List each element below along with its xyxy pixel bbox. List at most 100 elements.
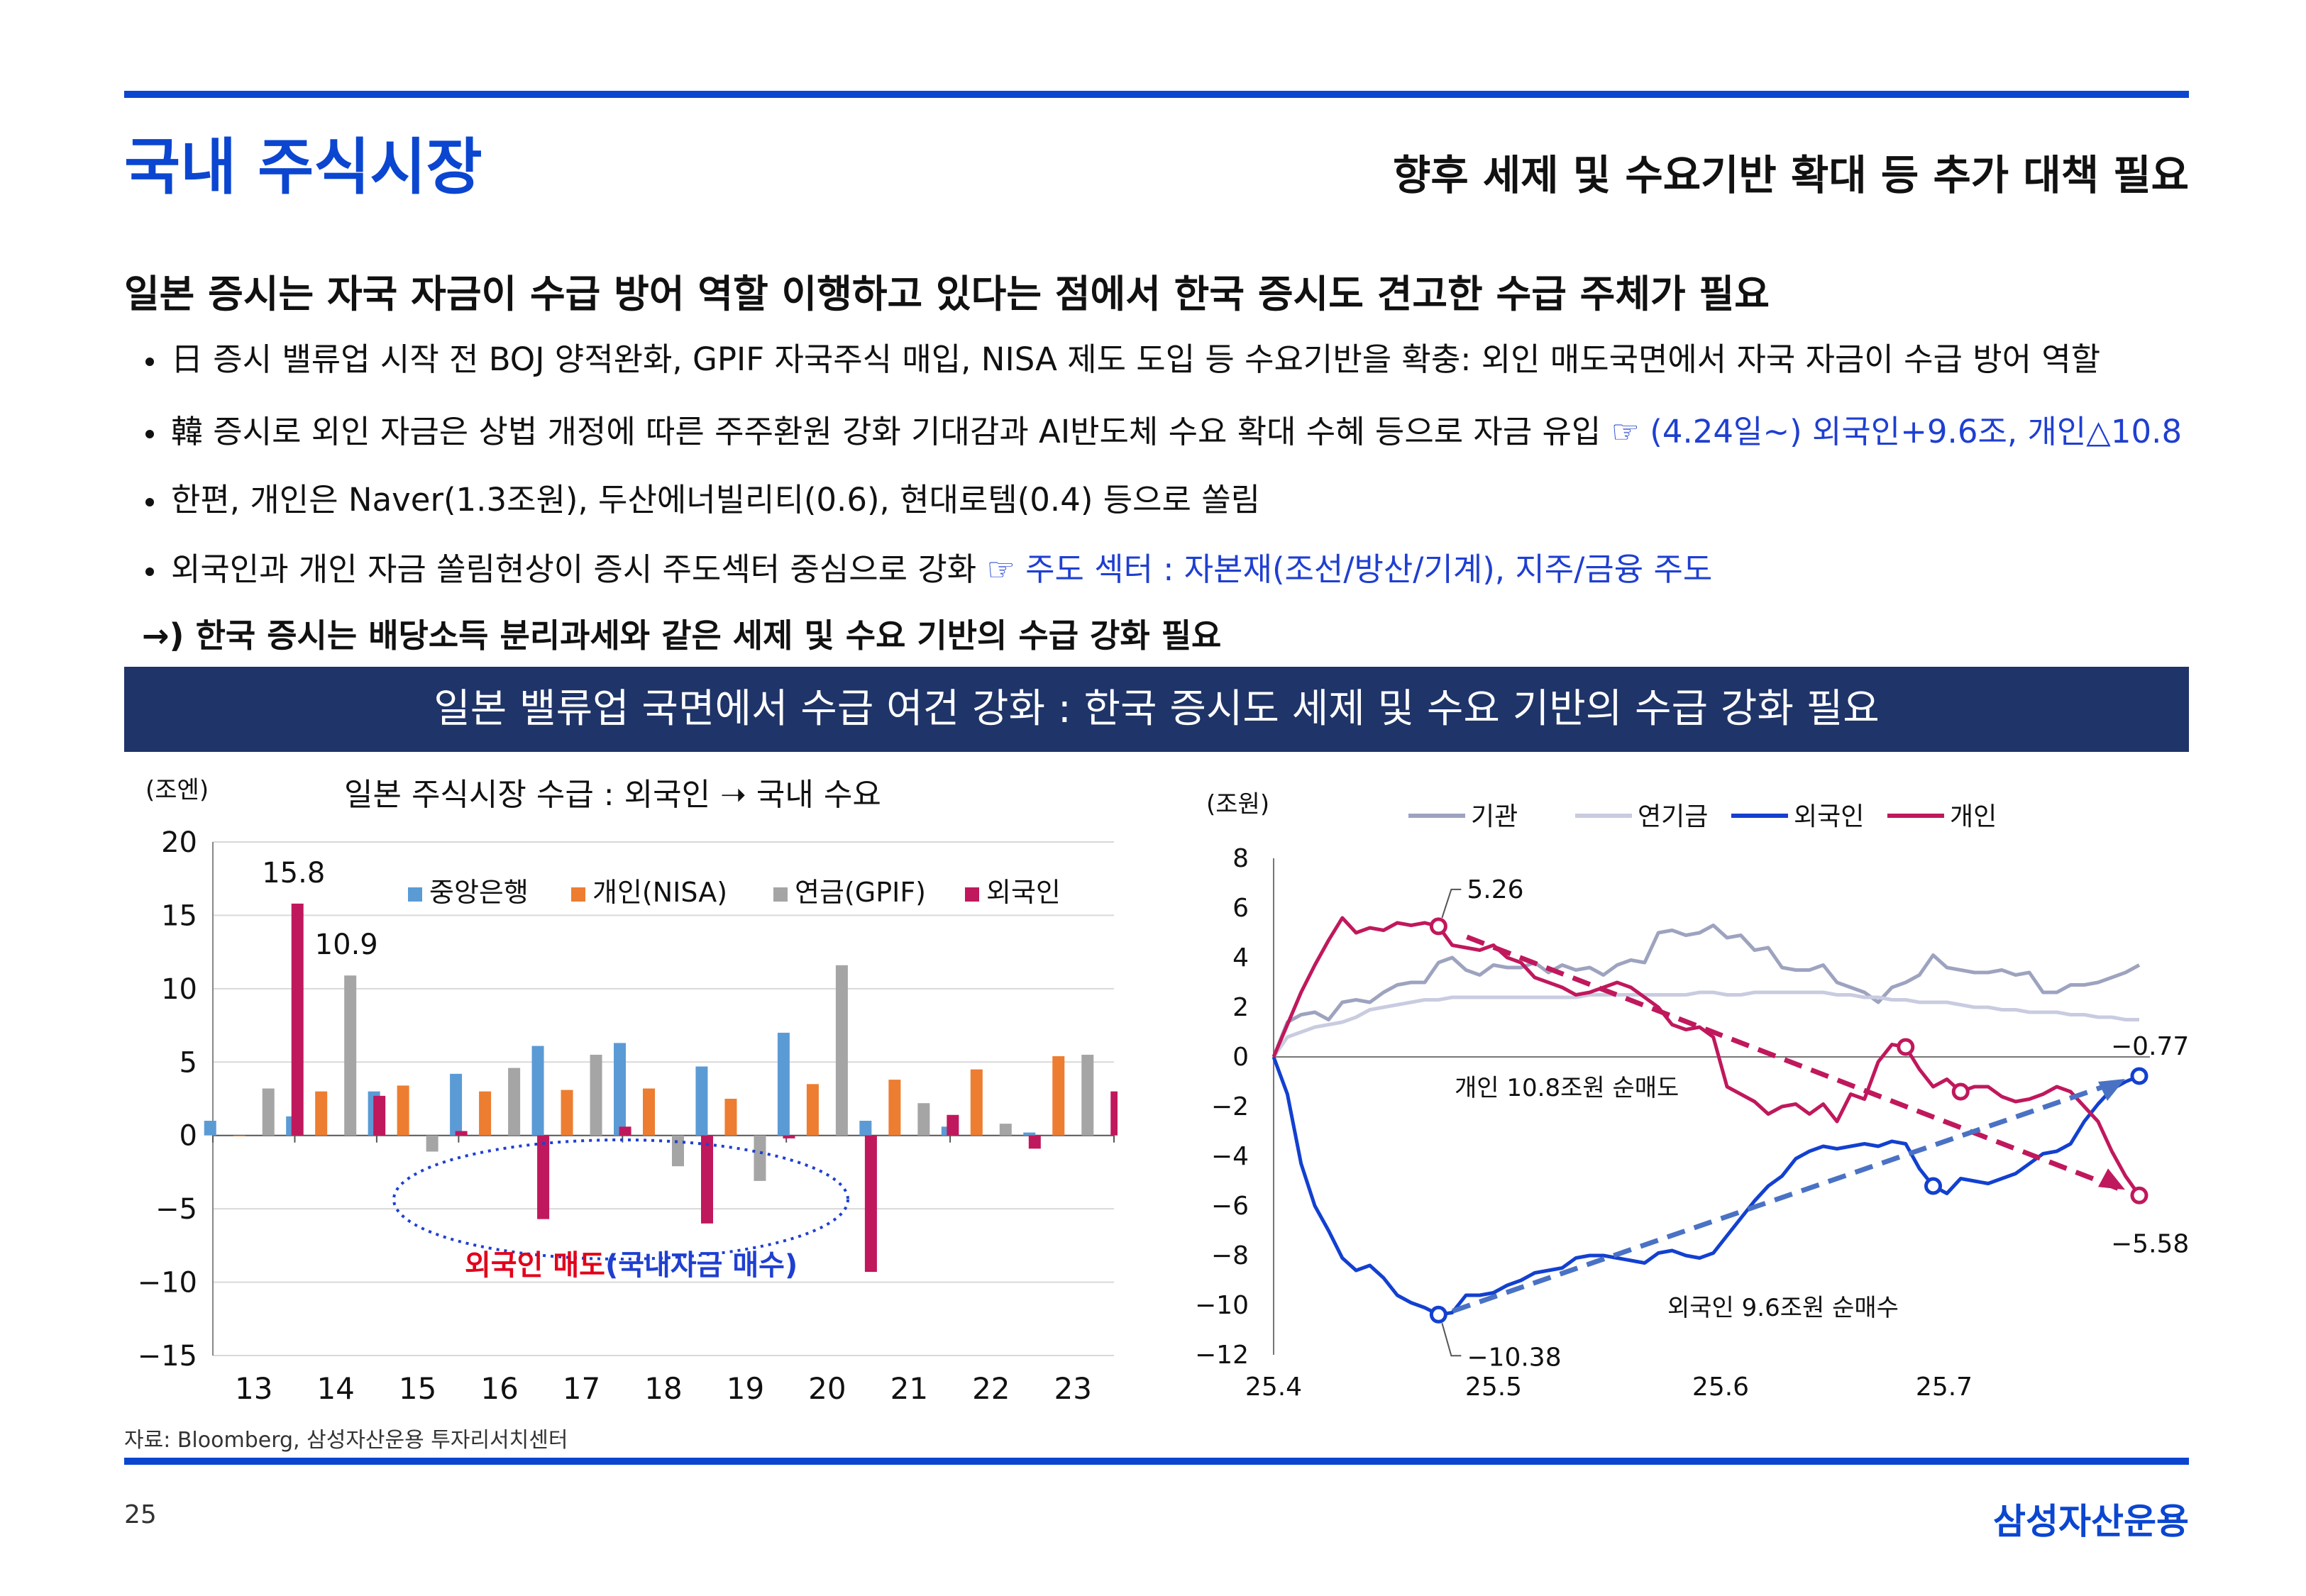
page-subtitle: 향후 세제 및 수요기반 확대 등 추가 대책 필요 [1392,151,2189,199]
value-label: 5.26 [1467,875,1523,904]
chart-legend: 기관 연기금 외국인 개인 [1408,802,1997,831]
y-tick-label: −6 [1211,1192,1249,1221]
data-label: 10.9 [315,929,378,961]
x-tick-label: 15 [399,1371,436,1406]
point-marker [2130,1067,2148,1085]
bullet-dot [145,567,154,576]
x-tick-label: 25.5 [1465,1373,1522,1402]
bar [1052,1056,1065,1136]
section-banner: 일본 밸류업 국면에서 수급 여건 강화 : 한국 증시도 세제 및 수요 기반… [124,667,2189,752]
bar [561,1090,573,1136]
bullet-text: 日 증시 밸류업 시작 전 BOJ 양적완화, GPIF 자국주식 매입, NI… [171,340,2101,378]
japan-flow-chart: (조엔) 일본 주식시장 수급 : 외국인 ➝ 국내 수요 중앙은행 개인(NIS… [138,776,1118,1406]
bar [947,1114,959,1136]
arrow-head [2098,1078,2125,1101]
bar [1023,1132,1036,1136]
individual-annotation: 개인 10.8조원 순매도 [1455,1074,1679,1102]
legend-label: 기관 [1471,802,1518,831]
legend-label: 외국인 [986,877,1061,908]
y-tick-label: 5 [180,1046,197,1079]
bullet-dot [145,498,154,506]
leader-line [1441,1323,1462,1357]
x-tick-label: 17 [563,1371,600,1406]
point-marker [1924,1177,1943,1195]
point-marker [1429,917,1447,936]
axis: 20 15 10 5 0 −5 −10 −15 13 14 15 16 17 18 19 20 21 22 23 [138,826,1115,1406]
bar [315,1091,328,1136]
x-tick-label: 16 [480,1371,518,1406]
y-tick-label: −10 [1195,1291,1249,1320]
korea-flow-chart: (조원) 기관 연기금 외국인 개인 8 6 4 2 0 −2 −4 −6 −8 −10 −12 25.4 2… [1195,790,2189,1402]
y-tick-label: 0 [180,1120,197,1153]
y-tick-label: −15 [138,1340,197,1373]
foreign-annotation: 외국인 9.6조원 순매수 [1667,1294,1899,1322]
bar [479,1091,492,1136]
bullet-4: 외국인과 개인 자금 쏠림현상이 증시 주도섹터 중심으로 강화 ☞ 주도 섹터… [145,543,1712,589]
series-line [1271,924,2141,1058]
legend-label: 연금(GPIF) [795,877,926,908]
x-tick-label: 25.6 [1692,1373,1749,1402]
bar [695,1066,708,1136]
legend-label: 개인(NISA) [592,877,727,908]
headline: 일본 증시는 자국 자금이 수급 방어 역할 이행하고 있다는 점에서 한국 증… [124,272,1770,316]
point-marker [1429,1305,1447,1324]
bar [859,1121,872,1136]
bottom-rule [124,1458,2189,1465]
bar [777,1032,790,1136]
y-tick-label: 0 [1232,1043,1249,1072]
bullet-note: ☞ 주도 섹터 : 자본재(조선/방산/기계), 지주/금융 주도 [986,550,1713,588]
bar [835,965,848,1136]
legend-swatch [773,887,788,902]
value-label: −10.38 [1467,1343,1561,1372]
bar [970,1069,983,1136]
x-tick-label: 25.7 [1916,1373,1973,1402]
unit-label: (조원) [1206,790,1269,819]
page-number: 25 [124,1500,157,1529]
bar [373,1095,386,1136]
legend-label: 중앙은행 [429,877,529,908]
bullet-text: 韓 증시로 외인 자금은 상법 개정에 따른 주주환원 강화 기대감과 AI반도… [171,413,1611,450]
bar [888,1080,901,1136]
series-line [1271,1056,2140,1317]
y-tick-label: 15 [161,899,197,932]
chart-title: 일본 주식시장 수급 : 외국인 ➝ 국내 수요 [344,777,881,813]
legend-swatch [408,887,422,902]
bullet-dot [145,430,154,438]
bar [531,1046,544,1136]
y-tick-label: 2 [1232,993,1249,1022]
x-tick-label: 20 [808,1371,846,1406]
bullet-note: ☞ (4.24일~) 외국인+9.6조, 개인△10.8 [1611,413,2183,450]
legend-swatch [965,887,979,902]
highlight-ellipse [392,1138,849,1260]
bullet-1: 日 증시 밸류업 시작 전 BOJ 양적완화, GPIF 자국주식 매입, NI… [145,333,2100,379]
bullet-text: 한편, 개인은 Naver(1.3조원), 두산에너빌리티(0.6), 현대로템… [171,481,1261,519]
arrow-head [2098,1168,2125,1190]
bar [724,1099,737,1136]
bar [1028,1135,1041,1149]
bar [619,1126,631,1136]
x-tick-label: 13 [235,1371,272,1406]
bar [537,1135,550,1219]
lines [1271,916,2141,1317]
bar [204,1121,216,1136]
bar [291,903,304,1136]
y-tick-label: −5 [155,1193,197,1226]
bar [426,1135,438,1152]
bar [590,1054,602,1136]
bar [783,1135,795,1138]
bar [1081,1054,1094,1136]
bar [917,1103,930,1136]
conclusion: →) 한국 증시는 배당소득 분리과세와 같은 세제 및 수요 기반의 수급 강… [142,616,1222,655]
sell-annotation: 외국인 매도(국내자금 매수) [465,1249,798,1282]
bullet-2: 韓 증시로 외인 자금은 상법 개정에 따른 주주환원 강화 기대감과 AI반도… [145,406,2182,452]
bullet-text: 외국인과 개인 자금 쏠림현상이 증시 주도섹터 중심으로 강화 [171,550,987,588]
y-tick-label: 8 [1232,844,1249,873]
y-tick-label: 20 [161,826,197,859]
trend-arrow-foreign [1452,1079,2119,1314]
company-logo: 삼성자산운용 [1993,1501,2189,1542]
y-tick-label: −2 [1211,1092,1249,1121]
data-label: 15.8 [262,857,325,890]
y-tick-label: 6 [1232,894,1249,923]
value-label: −0.77 [2111,1032,2189,1061]
bar [1110,1091,1118,1136]
